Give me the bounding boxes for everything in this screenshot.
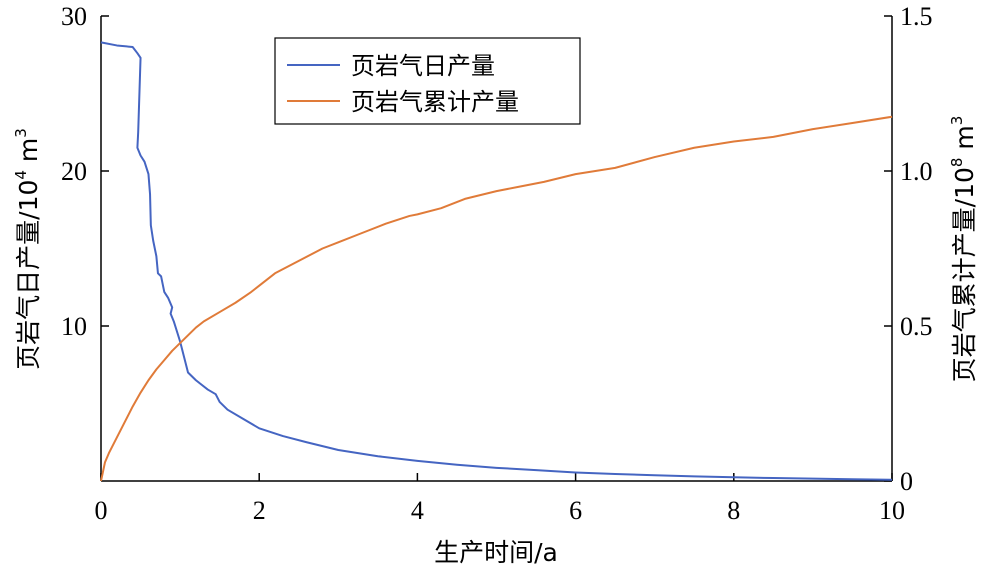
axis-tick-labels: 0 2 4 6 8 10 10 20 30 0 0.5 1.0 1.5 [61,2,933,525]
y-right-tick-label: 0.5 [900,312,933,341]
y-left-tick-label: 20 [61,157,87,186]
y-left-title-unit: m [14,138,43,170]
x-axis-title: 生产时间/a [434,538,558,567]
legend-label-cumulative: 页岩气累计产量 [351,88,519,116]
axis-ticks [100,15,893,482]
y-right-title-unit: m [950,125,979,157]
y-right-tick-label: 1.0 [900,157,933,186]
y-right-title-exp: 8 [948,158,966,168]
x-tick-label: 4 [411,496,424,525]
legend-box [274,37,581,125]
y-right-tick-label: 0 [900,467,913,496]
x-tick-label: 2 [253,496,266,525]
series-line-daily [100,41,893,481]
y-left-title-main: 页岩气日产量/10 [14,180,43,370]
y-right-title-main: 页岩气累计产量/10 [950,167,979,382]
series-line-cumulative [100,115,893,482]
y-left-axis-title: 页岩气日产量/104 m3 [12,128,43,370]
y-left-tick-label: 30 [61,2,87,31]
x-tick-label: 6 [569,496,582,525]
legend: 页岩气日产量 页岩气累计产量 [274,37,581,125]
x-tick-label: 0 [95,496,108,525]
y-right-title-unit-exp: 3 [948,116,966,126]
x-tick-label: 8 [727,496,740,525]
y-left-title-unit-exp: 3 [12,128,30,138]
y-left-title-exp: 4 [12,170,30,180]
y-left-tick-label: 10 [61,312,87,341]
x-tick-label: 10 [879,496,905,525]
y-right-axis-title: 页岩气累计产量/108 m3 [948,116,979,383]
series-layer [100,41,893,482]
y-right-tick-label: 1.5 [900,2,933,31]
legend-label-daily: 页岩气日产量 [351,52,495,80]
